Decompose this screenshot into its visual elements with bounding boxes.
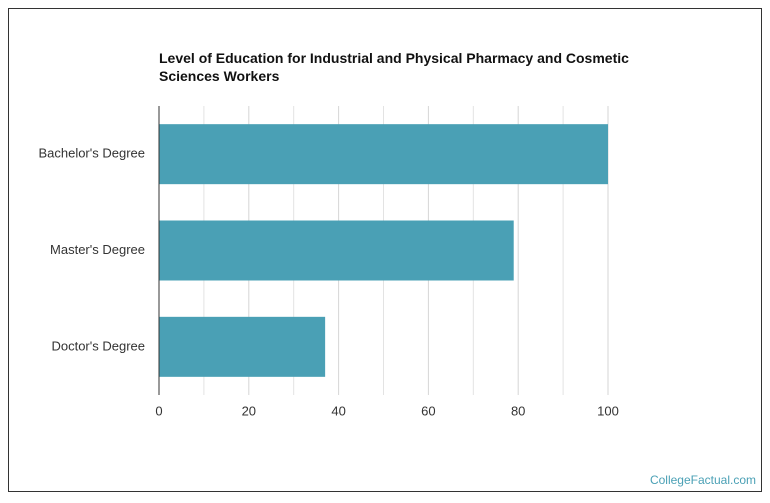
x-tick-label: 40 xyxy=(331,403,345,418)
x-tick-label: 0 xyxy=(155,403,162,418)
y-tick-label: Doctor's Degree xyxy=(51,338,145,353)
y-tick-label: Bachelor's Degree xyxy=(38,146,145,161)
chart-title: Level of Education for Industrial and Ph… xyxy=(159,50,629,84)
chart-frame xyxy=(8,8,762,492)
x-tick-label: 20 xyxy=(242,403,256,418)
x-tick-label: 100 xyxy=(597,403,619,418)
source-credit[interactable]: CollegeFactual.com xyxy=(649,473,756,487)
x-tick-label: 80 xyxy=(511,403,525,418)
y-tick-label: Master's Degree xyxy=(50,242,145,257)
bar xyxy=(159,124,608,185)
bar xyxy=(159,316,326,377)
x-tick-label: 60 xyxy=(421,403,435,418)
bar xyxy=(159,220,514,281)
